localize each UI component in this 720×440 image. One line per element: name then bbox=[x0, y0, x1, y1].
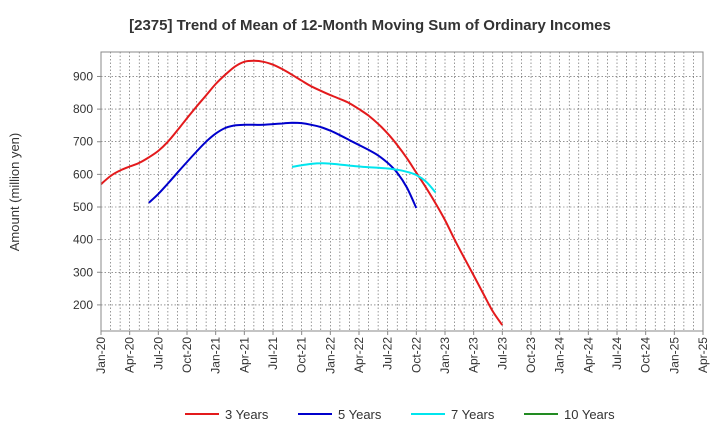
x-tick-label: Jan-25 bbox=[667, 337, 681, 374]
y-tick-label: 300 bbox=[73, 265, 93, 279]
x-tick-label: Oct-22 bbox=[409, 337, 423, 373]
x-tick-label: Jan-20 bbox=[94, 337, 108, 374]
y-tick-label: 400 bbox=[73, 233, 93, 247]
x-tick-label: Apr-24 bbox=[581, 337, 595, 373]
x-tick-label: Jul-21 bbox=[266, 337, 280, 370]
series-line-3-years bbox=[100, 59, 504, 326]
legend: 3 Years 5 Years 7 Years 10 Years bbox=[185, 407, 615, 422]
x-tick-label: Apr-23 bbox=[467, 337, 481, 373]
x-tick-label: Jul-24 bbox=[610, 337, 624, 370]
plot-area-frame bbox=[100, 51, 704, 332]
series-lines bbox=[100, 59, 504, 326]
gridlines bbox=[101, 52, 703, 331]
y-tick-label: 700 bbox=[73, 135, 93, 149]
x-tick-label: Oct-21 bbox=[295, 337, 309, 373]
y-axis-ticks: 200 300 400 500 600 700 800 900 bbox=[73, 69, 101, 312]
y-tick-label: 800 bbox=[73, 102, 93, 116]
y-axis-label: Amount (million yen) bbox=[7, 133, 22, 252]
y-tick-label: 600 bbox=[73, 167, 93, 181]
y-tick-label: 200 bbox=[73, 298, 93, 312]
x-tick-label: Jan-24 bbox=[553, 337, 567, 374]
x-tick-label: Apr-22 bbox=[352, 337, 366, 373]
y-tick-label: 900 bbox=[73, 69, 93, 83]
x-tick-label: Apr-25 bbox=[696, 337, 710, 373]
legend-label-3-years: 3 Years bbox=[225, 407, 269, 422]
chart-title: [2375] Trend of Mean of 12-Month Moving … bbox=[129, 17, 611, 34]
x-tick-label: Oct-24 bbox=[639, 337, 653, 373]
y-tick-label: 500 bbox=[73, 200, 93, 214]
x-tick-label: Jul-22 bbox=[381, 337, 395, 370]
series-line-5-years bbox=[148, 121, 418, 209]
x-tick-label: Apr-20 bbox=[123, 337, 137, 373]
x-tick-label: Jul-23 bbox=[495, 337, 509, 370]
x-tick-label: Apr-21 bbox=[237, 337, 251, 373]
legend-label-7-years: 7 Years bbox=[451, 407, 495, 422]
x-tick-label: Jan-21 bbox=[209, 337, 223, 374]
legend-label-10-years: 10 Years bbox=[564, 407, 615, 422]
series-line-7-years bbox=[291, 162, 437, 193]
x-tick-label: Oct-20 bbox=[180, 337, 194, 373]
x-tick-label: Jul-20 bbox=[151, 337, 165, 370]
x-axis-ticks: Jan-20 Apr-20 Jul-20 Oct-20 Jan-21 Apr-21 Jul-… bbox=[94, 331, 710, 374]
x-tick-label: Jan-22 bbox=[323, 337, 337, 374]
x-tick-label: Jan-23 bbox=[438, 337, 452, 374]
x-tick-label: Oct-23 bbox=[524, 337, 538, 373]
legend-label-5-years: 5 Years bbox=[338, 407, 382, 422]
